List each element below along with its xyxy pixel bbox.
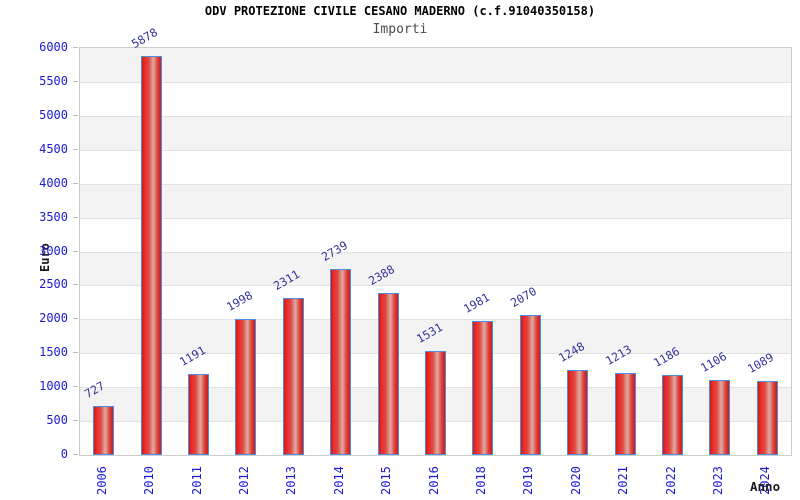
bar-2013: [283, 298, 304, 455]
plot-band: [80, 115, 791, 150]
y-tick-mark: [73, 318, 78, 320]
x-tick-label: 2018: [474, 466, 488, 495]
plot-band: [80, 183, 791, 218]
bar-2023: [709, 380, 730, 455]
x-tick-label: 2014: [332, 466, 346, 495]
x-axis-title: Anno: [750, 479, 781, 494]
y-tick-mark: [73, 250, 78, 252]
y-tick-label: 1500: [39, 345, 68, 360]
gridline: [80, 217, 791, 219]
y-tick-label: 5000: [39, 107, 68, 122]
x-tick-label: 2019: [521, 466, 535, 495]
bar-2018: [472, 321, 493, 455]
gridline: [80, 149, 791, 151]
y-tick-mark: [73, 420, 78, 422]
y-tick-mark: [73, 216, 78, 218]
bar-2015: [378, 293, 399, 455]
y-tick-mark: [73, 148, 78, 150]
y-tick-mark: [73, 284, 78, 286]
y-tick-mark: [73, 454, 78, 455]
chart-subtitle: Importi: [372, 22, 428, 37]
bar-2006: [93, 406, 114, 455]
y-tick-label: 2500: [39, 277, 68, 292]
x-tick-label: 2016: [427, 466, 441, 495]
y-tick-label: 0: [60, 447, 68, 461]
chart-title: ODV PROTEZIONE CIVILE CESANO MADERNO (c.…: [204, 4, 596, 18]
x-tick-label: 2006: [95, 466, 109, 495]
y-tick-mark: [73, 114, 78, 116]
bar-2020: [567, 370, 588, 455]
y-tick-mark: [73, 182, 78, 184]
y-tick-mark: [73, 386, 78, 388]
x-tick-label: 2021: [616, 466, 630, 495]
y-tick-label: 3000: [39, 243, 68, 258]
gridline: [80, 285, 791, 287]
plot-band: [80, 217, 791, 252]
y-tick-label: 500: [46, 413, 68, 428]
y-tick-label: 3500: [39, 209, 68, 224]
x-axis: 2006 2010 2011 2012 2013 2014 2015 2016 2018 2019…: [79, 461, 790, 499]
bar-2021: [615, 373, 636, 455]
x-tick-label: 2022: [664, 466, 678, 495]
bar-2024: [757, 381, 778, 455]
y-tick-label: 4500: [39, 141, 68, 156]
plot-band: [80, 251, 791, 286]
bar-2010: [141, 56, 162, 455]
bar-2014: [330, 269, 351, 455]
x-tick-label: 2015: [379, 466, 393, 495]
bar-2016: [425, 351, 446, 455]
bar-2019: [520, 315, 541, 455]
plot-area: 727 5878 1191 1998 2311 2739 2388 1531 1981 2070 1…: [79, 25, 792, 456]
x-tick-label: 2012: [237, 466, 251, 495]
plot-band: [80, 81, 791, 116]
gridline: [80, 115, 791, 117]
x-tick-label: 2011: [190, 466, 204, 495]
y-tick-mark: [73, 47, 78, 48]
y-tick-mark: [73, 352, 78, 354]
bar-2022: [662, 375, 683, 455]
bar-2011: [188, 374, 209, 455]
plot-band: [80, 48, 791, 82]
gridline: [80, 81, 791, 83]
x-tick-label: 2010: [142, 466, 156, 495]
y-tick-label: 4000: [39, 175, 68, 190]
y-tick-label: 1000: [39, 379, 68, 394]
plot-band: [80, 319, 791, 354]
y-tick-mark: [73, 80, 78, 82]
bar-2012: [235, 319, 256, 455]
x-tick-label: 2020: [569, 466, 583, 495]
x-tick-label: 2023: [711, 466, 725, 495]
y-tick-label: 2000: [39, 311, 68, 326]
plot-band: [80, 285, 791, 320]
gridline: [80, 183, 791, 185]
y-tick-label: 6000: [39, 40, 68, 54]
y-axis: 0 500 1000 1500 2000 2500 3000 3500 4000 4500 5000…: [0, 40, 68, 461]
gridline: [80, 251, 791, 253]
x-tick-label: 2013: [284, 466, 298, 495]
gridline: [80, 319, 791, 321]
plot-band: [80, 149, 791, 184]
y-tick-label: 5500: [39, 73, 68, 88]
